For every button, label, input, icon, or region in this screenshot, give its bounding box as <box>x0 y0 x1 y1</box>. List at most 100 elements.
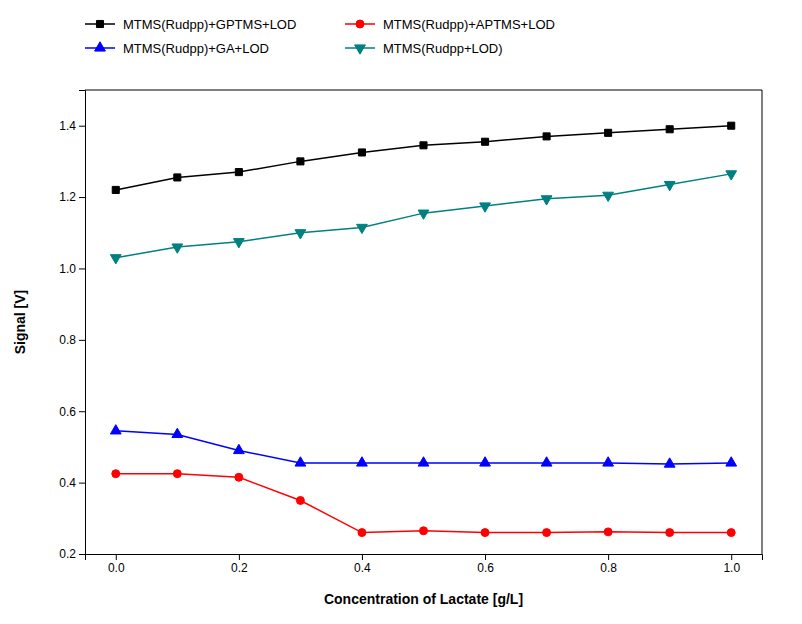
data-point <box>110 255 121 264</box>
legend-item: MTMS(Rudpp+LOD) <box>345 41 503 56</box>
tick-label: 0.4 <box>354 561 371 575</box>
data-point <box>666 126 673 133</box>
data-point <box>358 149 365 156</box>
tick-label: 1.2 <box>59 190 76 204</box>
tick: 1.0 <box>59 262 85 276</box>
tick: 1.2 <box>59 190 85 204</box>
tick-mark <box>79 483 85 484</box>
tick: 0.8 <box>59 333 85 347</box>
tick: 1.4 <box>59 119 85 133</box>
tick-mark <box>731 554 732 560</box>
data-point <box>541 196 552 205</box>
data-point <box>172 244 183 253</box>
series-line <box>116 126 731 190</box>
data-point <box>174 174 181 181</box>
legend-swatch-marker <box>95 42 106 51</box>
x-axis-title: Concentration of Lactate [g/L] <box>324 591 523 607</box>
legend-label: MTMS(Rudpp)+APTMS+LOD <box>383 17 555 32</box>
data-point <box>664 181 675 190</box>
tick-label: 1.0 <box>59 262 76 276</box>
legend-swatch-marker <box>356 20 364 28</box>
chart: 0.0 0.2 0.4 0.6 0.8 1.0 0.2 0.4 0.6 0.8 1.0 1.2 1.4 C… <box>0 0 802 624</box>
tick: 1.0 <box>723 554 740 575</box>
data-point <box>726 457 737 466</box>
legend-item: MTMS(Rudpp)+GA+LOD <box>85 41 269 56</box>
data-point <box>728 122 735 129</box>
tick: 0.4 <box>59 476 85 490</box>
data-point <box>296 496 304 504</box>
tick: 0.2 <box>231 554 248 575</box>
data-point <box>727 529 735 537</box>
tick-mark <box>79 554 85 555</box>
tick-label: 1.0 <box>723 561 740 575</box>
data-point <box>358 529 366 537</box>
series <box>110 425 736 467</box>
data-point <box>543 529 551 537</box>
series <box>112 470 735 537</box>
data-point <box>357 457 368 466</box>
tick-mark <box>608 554 609 560</box>
tick-mark <box>362 554 363 560</box>
tick-label: 0.6 <box>59 405 76 419</box>
tick-label: 0.0 <box>108 561 125 575</box>
data-point <box>666 529 674 537</box>
series-group <box>110 122 736 536</box>
tick-label: 1.4 <box>59 119 76 133</box>
tick-mark <box>79 197 85 198</box>
data-point <box>233 239 244 248</box>
data-point <box>480 203 491 212</box>
legend-swatch-marker <box>96 20 103 27</box>
tick-label: 0.6 <box>477 561 494 575</box>
legend-item: MTMS(Rudpp)+APTMS+LOD <box>345 17 555 32</box>
data-point <box>664 458 675 467</box>
data-point <box>418 457 429 466</box>
legend-label: MTMS(Rudpp)+GA+LOD <box>123 41 269 56</box>
data-point <box>482 138 489 145</box>
data-point <box>603 457 614 466</box>
plot-area: 0.0 0.2 0.4 0.6 0.8 1.0 0.2 0.4 0.6 0.8 1.0 1.2 1.4 <box>59 90 762 575</box>
data-point <box>604 528 612 536</box>
tick: 0.8 <box>600 554 617 575</box>
data-point <box>297 158 304 165</box>
tick-mark <box>79 126 85 127</box>
series <box>110 171 736 264</box>
tick-mark <box>116 554 117 560</box>
tick-mark <box>485 554 486 560</box>
data-point <box>603 192 614 201</box>
tick: 0.4 <box>354 554 371 575</box>
tick-mark <box>79 268 85 269</box>
legend-label: MTMS(Rudpp+LOD) <box>383 41 503 56</box>
y-axis: 0.2 0.4 0.6 0.8 1.0 1.2 1.4 <box>59 91 85 562</box>
data-point <box>112 186 119 193</box>
tick: 0.6 <box>59 405 85 419</box>
legend: MTMS(Rudpp)+GPTMS+LOD MTMS(Rudpp)+APTMS+L… <box>85 17 555 56</box>
tick-mark <box>239 554 240 560</box>
tick-label: 0.4 <box>59 476 76 490</box>
tick-label: 0.8 <box>59 333 76 347</box>
data-point <box>295 457 306 466</box>
frame-line <box>85 90 762 91</box>
data-point <box>420 527 428 535</box>
y-axis-title: Signal [V] <box>12 290 28 355</box>
x-axis: 0.0 0.2 0.4 0.6 0.8 1.0 <box>86 554 763 575</box>
data-point <box>112 470 120 478</box>
axis-line <box>86 555 763 561</box>
legend-label: MTMS(Rudpp)+GPTMS+LOD <box>123 17 296 32</box>
data-point <box>480 457 491 466</box>
tick-mark <box>79 411 85 412</box>
axis-line <box>79 91 86 555</box>
data-point <box>543 133 550 140</box>
data-point <box>110 425 121 434</box>
legend-item: MTMS(Rudpp)+GPTMS+LOD <box>85 17 296 32</box>
frame-line <box>762 90 763 554</box>
data-point <box>357 224 368 233</box>
data-point <box>481 529 489 537</box>
data-point <box>172 428 183 437</box>
data-point <box>295 230 306 239</box>
series-line <box>116 174 731 258</box>
tick-label: 0.2 <box>59 547 76 561</box>
tick: 0.0 <box>108 554 125 575</box>
data-point <box>605 129 612 136</box>
tick-label: 0.8 <box>600 561 617 575</box>
data-point <box>420 142 427 149</box>
